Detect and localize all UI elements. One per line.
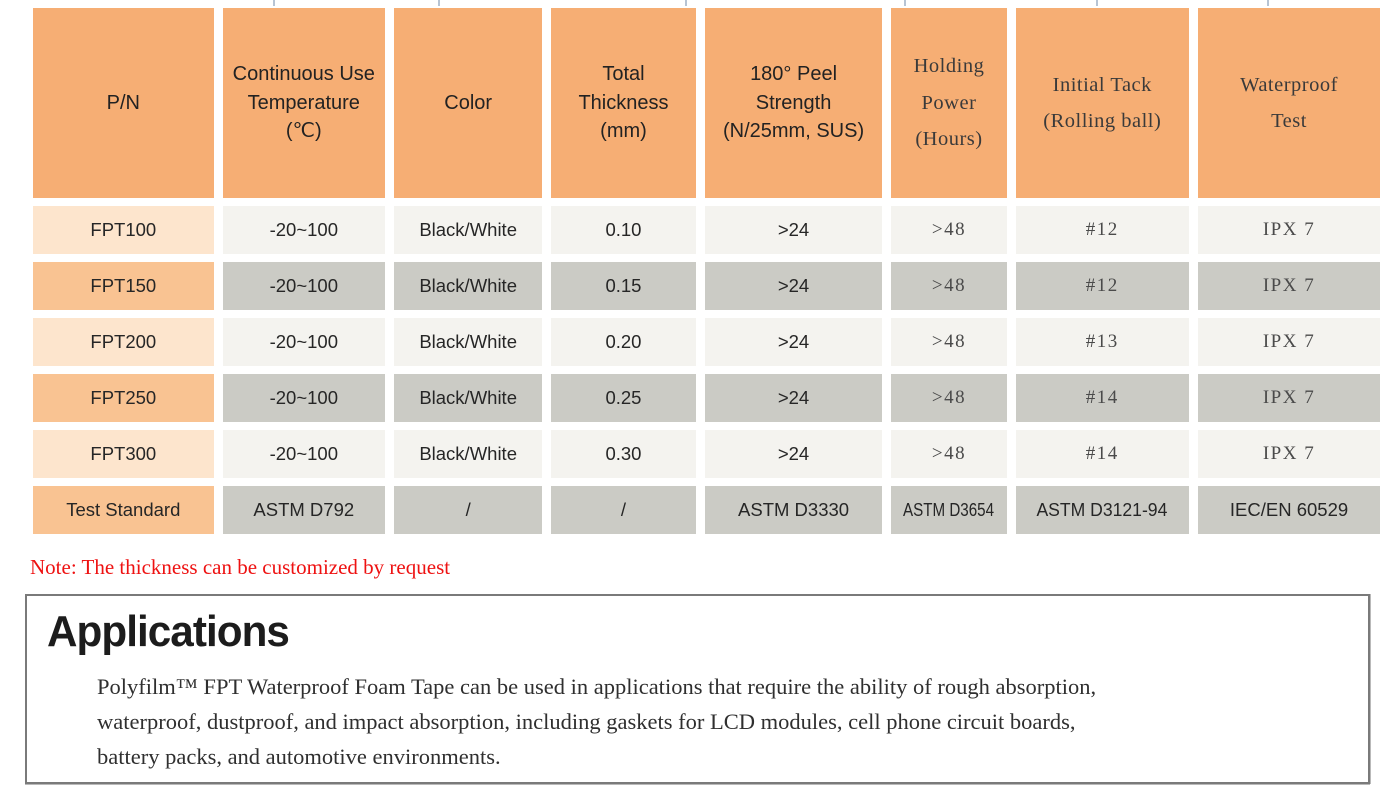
cell-color: Black/White xyxy=(393,262,543,310)
applications-line: battery packs, and automotive environmen… xyxy=(97,744,501,770)
cell-test-peel: ASTM D3330 xyxy=(704,486,883,534)
cell-temp: -20~100 xyxy=(222,374,385,422)
cell-temp: -20~100 xyxy=(222,206,385,254)
cell-waterproof: IPX 7 xyxy=(1198,206,1380,254)
cell-peel: >24 xyxy=(704,430,883,478)
cell-test-waterproof: IEC/EN 60529 xyxy=(1198,486,1380,534)
cell-test-holding: ASTM D3654 xyxy=(891,486,1007,534)
crop-remnant-tick xyxy=(904,0,906,6)
applications-line: waterproof, dustproof, and impact absorp… xyxy=(97,709,1076,735)
header-row: P/N Continuous Use Temperature (℃) Color… xyxy=(33,8,1380,198)
cell-holding: >48 xyxy=(891,374,1007,422)
note-text: Note: The thickness can be customized by… xyxy=(30,555,451,579)
spec-row-fpt250: FPT250 -20~100 Black/White 0.25 >24 >48 … xyxy=(33,374,1380,422)
cell-test-holding-text: ASTM D3654 xyxy=(903,499,995,520)
cell-peel: >24 xyxy=(704,262,883,310)
cell-test-temp: ASTM D792 xyxy=(222,486,385,534)
cell-holding: >48 xyxy=(891,430,1007,478)
cell-waterproof: IPX 7 xyxy=(1198,318,1380,366)
cell-color: Black/White xyxy=(393,374,543,422)
cell-pn: FPT300 xyxy=(33,430,214,478)
cell-tack: #14 xyxy=(1015,430,1190,478)
applications-title: Applications xyxy=(47,607,290,656)
spec-row-fpt300: FPT300 -20~100 Black/White 0.30 >24 >48 … xyxy=(33,430,1380,478)
cell-pn: FPT100 xyxy=(33,206,214,254)
cell-pn: FPT250 xyxy=(33,374,214,422)
applications-paragraph: Polyfilm™ FPT Waterproof Foam Tape can b… xyxy=(97,670,1348,775)
cell-test-color: / xyxy=(393,486,543,534)
cell-holding: >48 xyxy=(891,262,1007,310)
spec-table-container: P/N Continuous Use Temperature (℃) Color… xyxy=(24,0,1389,542)
cell-test-label: Test Standard xyxy=(33,486,214,534)
applications-line: Polyfilm™ FPT Waterproof Foam Tape can b… xyxy=(97,674,1097,700)
header-holding-power: Holding Power (Hours) xyxy=(891,8,1007,198)
header-color: Color xyxy=(393,8,543,198)
cell-thickness: 0.25 xyxy=(551,374,696,422)
spec-row-fpt150: FPT150 -20~100 Black/White 0.15 >24 >48 … xyxy=(33,262,1380,310)
cell-color: Black/White xyxy=(393,430,543,478)
applications-section: Applications Polyfilm™ FPT Waterproof Fo… xyxy=(25,594,1370,784)
cell-test-tack-text: ASTM D3121-94 xyxy=(1036,499,1168,520)
cell-tack: #12 xyxy=(1015,206,1190,254)
cell-temp: -20~100 xyxy=(222,262,385,310)
cell-thickness: 0.15 xyxy=(551,262,696,310)
header-initial-tack: Initial Tack (Rolling ball) xyxy=(1015,8,1190,198)
header-peel-strength: 180° Peel Strength (N/25mm, SUS) xyxy=(704,8,883,198)
cell-thickness: 0.30 xyxy=(551,430,696,478)
cell-color: Black/White xyxy=(393,206,543,254)
cell-temp: -20~100 xyxy=(222,318,385,366)
cell-tack: #14 xyxy=(1015,374,1190,422)
header-waterproof: Waterproof Test xyxy=(1198,8,1380,198)
cell-temp: -20~100 xyxy=(222,430,385,478)
cell-peel: >24 xyxy=(704,206,883,254)
crop-remnant-tick xyxy=(273,0,275,6)
cell-thickness: 0.20 xyxy=(551,318,696,366)
cell-tack: #13 xyxy=(1015,318,1190,366)
cell-peel: >24 xyxy=(704,374,883,422)
crop-remnant-tick xyxy=(1096,0,1098,6)
header-pn: P/N xyxy=(33,8,214,198)
cell-waterproof: IPX 7 xyxy=(1198,262,1380,310)
cell-test-thickness: / xyxy=(551,486,696,534)
cell-thickness: 0.10 xyxy=(551,206,696,254)
test-standard-row: Test Standard ASTM D792 / / ASTM D3330 A… xyxy=(33,486,1380,534)
cell-pn: FPT200 xyxy=(33,318,214,366)
header-temperature: Continuous Use Temperature (℃) xyxy=(222,8,385,198)
cell-test-tack: ASTM D3121-94 xyxy=(1015,486,1190,534)
cell-pn: FPT150 xyxy=(33,262,214,310)
crop-remnant-tick xyxy=(1267,0,1269,6)
crop-remnant-tick xyxy=(685,0,687,6)
cell-color: Black/White xyxy=(393,318,543,366)
cell-waterproof: IPX 7 xyxy=(1198,430,1380,478)
cell-waterproof: IPX 7 xyxy=(1198,374,1380,422)
spec-row-fpt100: FPT100 -20~100 Black/White 0.10 >24 >48 … xyxy=(33,206,1380,254)
spec-row-fpt200: FPT200 -20~100 Black/White 0.20 >24 >48 … xyxy=(33,318,1380,366)
header-thickness: Total Thickness (mm) xyxy=(551,8,696,198)
spec-table: P/N Continuous Use Temperature (℃) Color… xyxy=(24,0,1389,542)
cell-holding: >48 xyxy=(891,206,1007,254)
cell-peel: >24 xyxy=(704,318,883,366)
cell-tack: #12 xyxy=(1015,262,1190,310)
cell-holding: >48 xyxy=(891,318,1007,366)
crop-remnant-tick xyxy=(438,0,440,6)
